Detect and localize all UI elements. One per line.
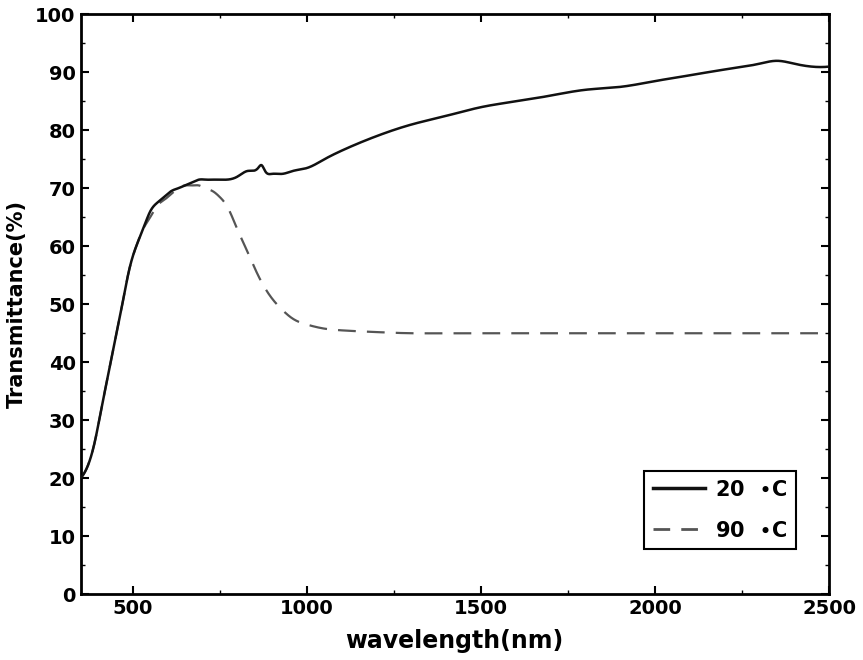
X-axis label: wavelength(nm): wavelength(nm)	[346, 629, 564, 653]
Y-axis label: Transmittance(%): Transmittance(%)	[7, 200, 27, 409]
Legend: 20  $\bullet$C, 90  $\bullet$C: 20 $\bullet$C, 90 $\bullet$C	[645, 471, 797, 549]
